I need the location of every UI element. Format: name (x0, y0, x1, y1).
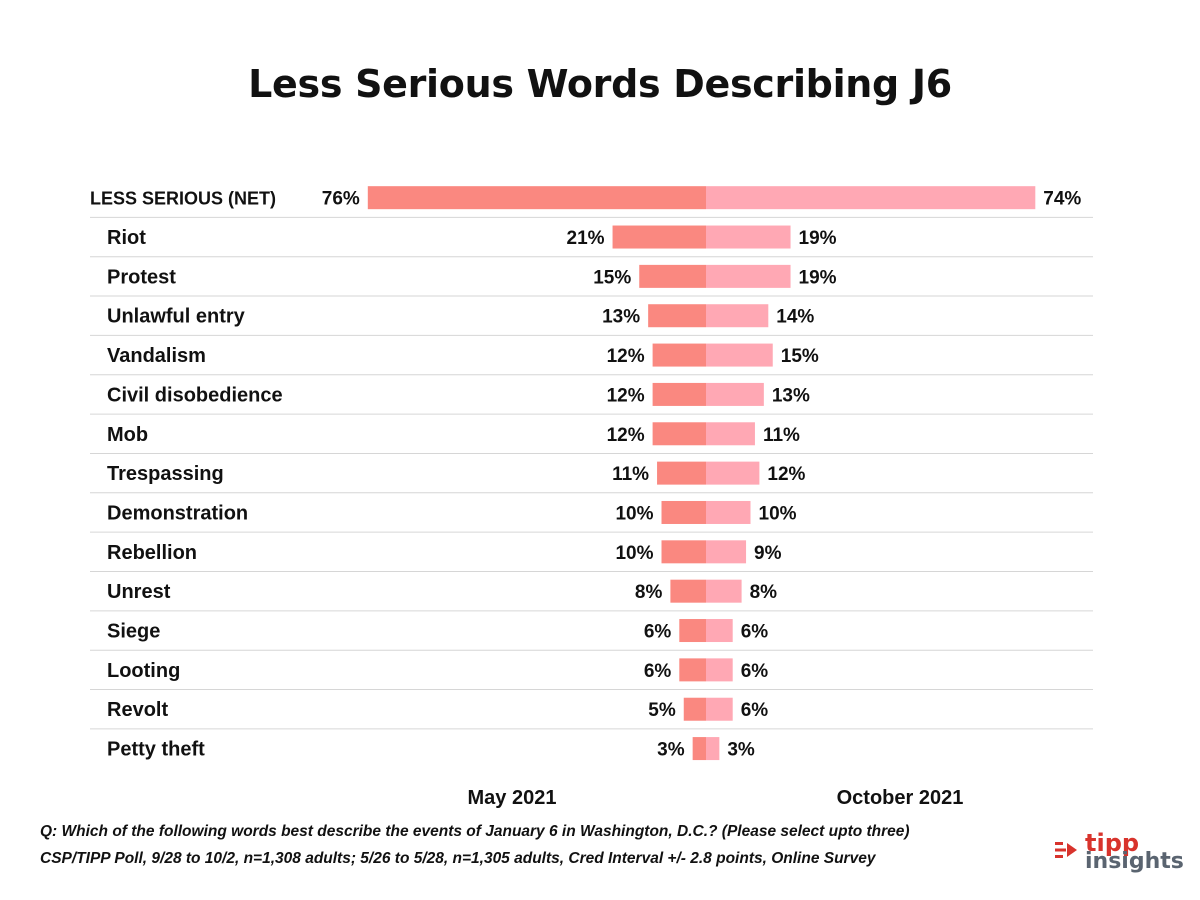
value-label-october-2021: 74% (1043, 189, 1081, 210)
category-label: Revolt (107, 699, 168, 721)
bar-october-2021 (706, 264, 791, 288)
category-label: Looting (107, 660, 180, 682)
category-label: Civil disobedience (107, 384, 283, 406)
bar-may-2021 (652, 343, 706, 367)
category-label: LESS SERIOUS (NET) (90, 189, 276, 209)
value-label-may-2021: 10% (615, 543, 653, 564)
row-dividers (90, 216, 1093, 730)
value-label-october-2021: 6% (741, 700, 769, 721)
bar-may-2021 (670, 579, 706, 603)
footnote-source: CSP/TIPP Poll, 9/28 to 10/2, n=1,308 adu… (40, 850, 876, 867)
tipp-insights-logo: tipp insights (1055, 830, 1184, 878)
value-label-october-2021: 13% (772, 385, 810, 406)
value-label-october-2021: 8% (750, 582, 778, 603)
bar-october-2021 (706, 697, 733, 721)
value-label-october-2021: 14% (776, 307, 814, 328)
category-label: Unrest (107, 581, 171, 603)
category-label: Vandalism (107, 345, 206, 367)
series-label-may-2021: May 2021 (468, 787, 557, 809)
value-label-may-2021: 12% (607, 385, 645, 406)
bar-may-2021 (661, 540, 706, 564)
value-label-october-2021: 12% (767, 464, 805, 485)
footnote-question: Q: Which of the following words best des… (40, 823, 910, 840)
bar-october-2021 (706, 382, 764, 406)
labels: LESS SERIOUS (NET) 76% 74% Riot 21% 19% Protes… (90, 189, 1081, 809)
value-label-may-2021: 8% (635, 582, 663, 603)
bar-october-2021 (706, 343, 773, 367)
bar-october-2021 (706, 422, 755, 446)
bar-october-2021 (706, 186, 1036, 210)
value-label-may-2021: 5% (648, 700, 676, 721)
category-label: Protest (107, 266, 176, 288)
category-label: Rebellion (107, 542, 197, 564)
bar-may-2021 (679, 658, 706, 682)
bar-october-2021 (706, 540, 747, 564)
value-label-october-2021: 9% (754, 543, 782, 564)
category-label: Siege (107, 621, 160, 643)
value-label-may-2021: 13% (602, 307, 640, 328)
category-label: Unlawful entry (107, 306, 246, 328)
bar-october-2021 (706, 658, 733, 682)
value-label-may-2021: 11% (612, 464, 649, 485)
value-label-october-2021: 19% (799, 267, 837, 288)
value-label-october-2021: 15% (781, 346, 819, 367)
bar-october-2021 (706, 579, 742, 603)
bar-october-2021 (706, 500, 751, 524)
value-label-may-2021: 12% (607, 346, 645, 367)
bar-may-2021 (679, 619, 706, 643)
value-label-may-2021: 15% (593, 267, 631, 288)
value-label-may-2021: 12% (607, 425, 645, 446)
value-label-may-2021: 21% (567, 228, 605, 249)
bar-may-2021 (683, 697, 706, 721)
bar-may-2021 (612, 225, 706, 249)
category-label: Riot (107, 227, 146, 249)
bar-october-2021 (706, 225, 791, 249)
category-label: Mob (107, 424, 148, 446)
bar-october-2021 (706, 619, 733, 643)
value-label-october-2021: 11% (763, 425, 800, 446)
value-label-october-2021: 10% (759, 503, 797, 524)
category-label: Trespassing (107, 463, 224, 485)
value-label-may-2021: 10% (615, 503, 653, 524)
chart-title: Less Serious Words Describing J6 (248, 62, 952, 106)
value-label-may-2021: 6% (644, 622, 672, 643)
value-label-may-2021: 76% (322, 189, 360, 210)
bar-may-2021 (661, 500, 706, 524)
bar-may-2021 (692, 737, 706, 761)
bars (367, 186, 1036, 761)
category-label: Petty theft (107, 739, 205, 761)
bar-may-2021 (639, 264, 706, 288)
bar-october-2021 (706, 737, 720, 761)
logo-word-insights: insights (1085, 849, 1184, 874)
logo-word-tipp: tipp (1085, 829, 1140, 857)
category-label: Demonstration (107, 502, 248, 524)
series-label-october-2021: October 2021 (837, 787, 964, 809)
bar-may-2021 (648, 304, 706, 328)
bar-october-2021 (706, 461, 760, 485)
value-label-october-2021: 6% (741, 622, 769, 643)
bar-may-2021 (657, 461, 706, 485)
value-label-october-2021: 19% (799, 228, 837, 249)
bar-may-2021 (367, 186, 706, 210)
logo-arrow-icon (1055, 842, 1077, 858)
value-label-october-2021: 3% (727, 740, 755, 761)
value-label-october-2021: 6% (741, 661, 769, 682)
value-label-may-2021: 6% (644, 661, 672, 682)
value-label-may-2021: 3% (657, 740, 685, 761)
bar-may-2021 (652, 422, 706, 446)
bar-october-2021 (706, 304, 769, 328)
bar-may-2021 (652, 382, 706, 406)
